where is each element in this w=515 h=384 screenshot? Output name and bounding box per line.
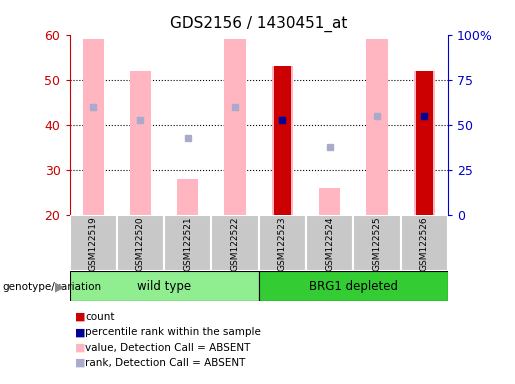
- Bar: [306, 215, 353, 271]
- Text: wild type: wild type: [137, 280, 191, 293]
- Bar: [274, 66, 291, 215]
- Bar: [259, 215, 306, 271]
- Text: count: count: [85, 312, 114, 322]
- Bar: [164, 215, 212, 271]
- Bar: [367, 39, 388, 215]
- Bar: [70, 215, 117, 271]
- Text: rank, Detection Call = ABSENT: rank, Detection Call = ABSENT: [85, 358, 245, 368]
- Text: percentile rank within the sample: percentile rank within the sample: [85, 327, 261, 337]
- Text: ■: ■: [75, 358, 85, 368]
- Bar: [353, 215, 401, 271]
- Bar: [272, 66, 293, 215]
- Text: ▶: ▶: [56, 281, 65, 294]
- Bar: [70, 271, 259, 301]
- Text: GSM122519: GSM122519: [89, 217, 98, 271]
- Text: ■: ■: [75, 312, 85, 322]
- Bar: [259, 271, 448, 301]
- Text: GSM122523: GSM122523: [278, 217, 287, 271]
- Text: GSM122520: GSM122520: [136, 217, 145, 271]
- Text: ■: ■: [75, 327, 85, 337]
- Bar: [117, 215, 164, 271]
- Bar: [225, 39, 246, 215]
- Text: BRG1 depleted: BRG1 depleted: [309, 280, 398, 293]
- Bar: [212, 215, 259, 271]
- Bar: [130, 71, 151, 215]
- Text: genotype/variation: genotype/variation: [3, 282, 101, 292]
- Text: GSM122524: GSM122524: [325, 217, 334, 271]
- Bar: [416, 71, 433, 215]
- Title: GDS2156 / 1430451_at: GDS2156 / 1430451_at: [170, 16, 348, 32]
- Text: ■: ■: [75, 343, 85, 353]
- Text: GSM122525: GSM122525: [372, 217, 382, 271]
- Bar: [401, 215, 448, 271]
- Bar: [82, 39, 104, 215]
- Text: GSM122522: GSM122522: [231, 217, 239, 271]
- Bar: [177, 179, 198, 215]
- Text: value, Detection Call = ABSENT: value, Detection Call = ABSENT: [85, 343, 250, 353]
- Text: GSM122526: GSM122526: [420, 217, 429, 271]
- Text: GSM122521: GSM122521: [183, 217, 192, 271]
- Bar: [319, 188, 340, 215]
- Bar: [414, 71, 435, 215]
